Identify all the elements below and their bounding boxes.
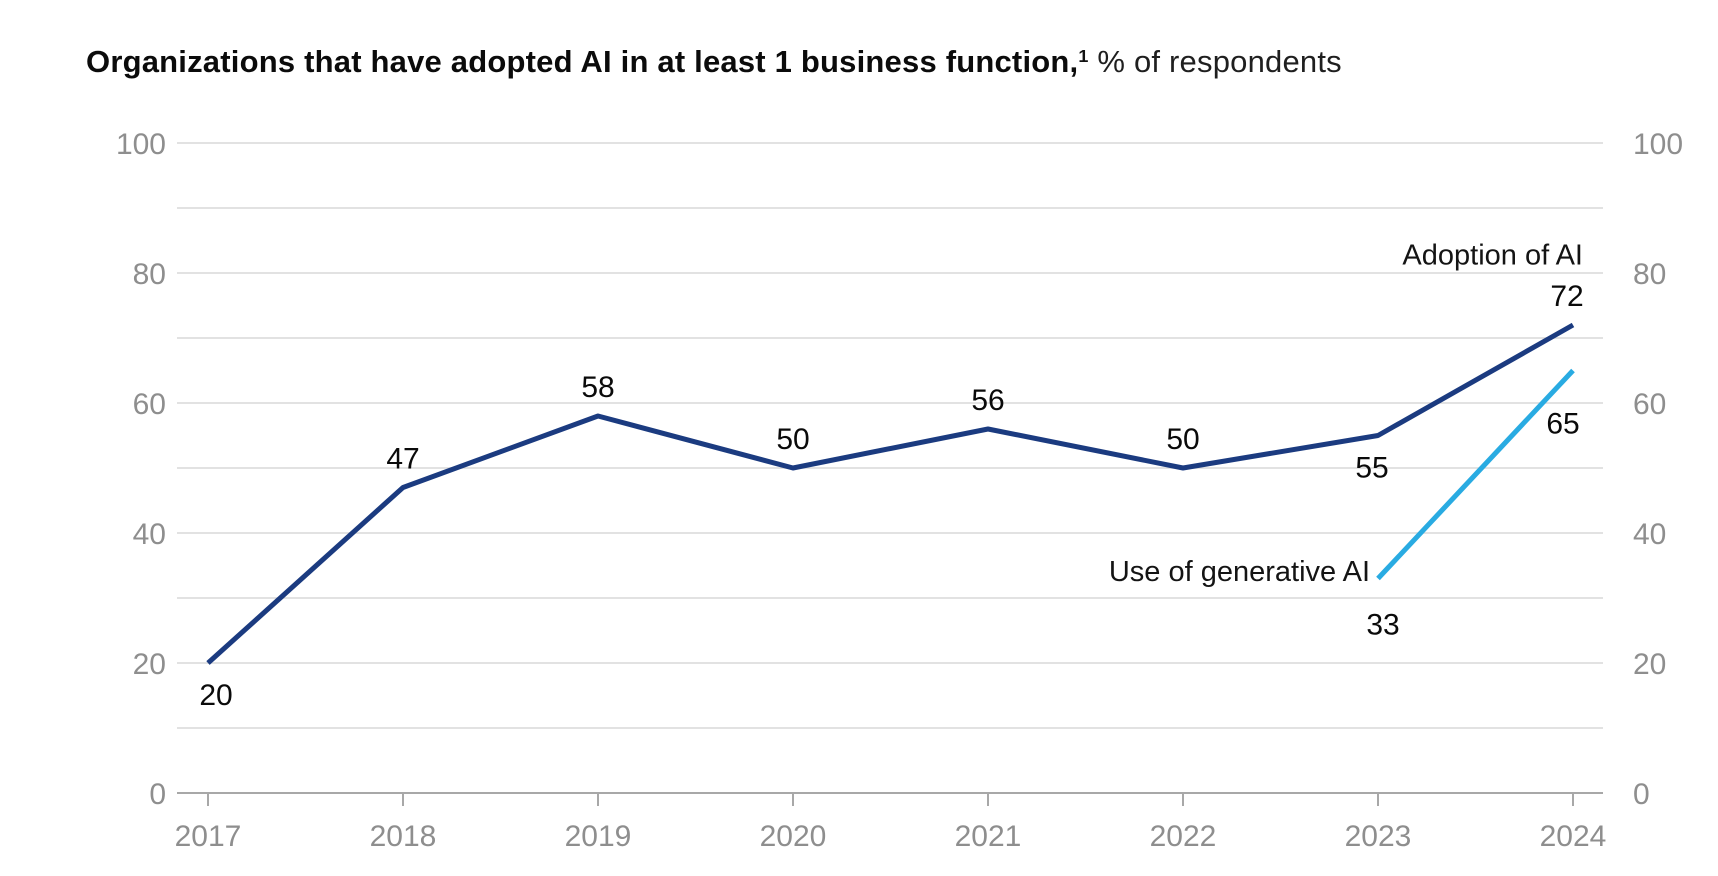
chart-title-footnote-marker: 1 xyxy=(1078,46,1089,67)
x-axis-label: 2018 xyxy=(370,820,437,853)
y-axis-label-right: 60 xyxy=(1633,388,1666,421)
chart-title-bold: Organizations that have adopted AI in at… xyxy=(86,44,1079,79)
data-point-label: 65 xyxy=(1546,408,1579,441)
chart-title-units: % of respondents xyxy=(1097,44,1342,79)
data-point-label: 20 xyxy=(199,679,232,712)
y-axis-label-left: 0 xyxy=(149,778,166,811)
chart-title: Organizations that have adopted AI in at… xyxy=(86,44,1342,80)
data-point-label: 47 xyxy=(386,443,419,476)
generative-ai-line xyxy=(1376,368,1575,581)
y-axis-label-right: 40 xyxy=(1633,518,1666,551)
y-axis-label-left: 40 xyxy=(133,518,166,551)
y-axis-label-right: 0 xyxy=(1633,778,1650,811)
data-point-label: 72 xyxy=(1550,280,1583,313)
series-annotation: Adoption of AI xyxy=(1402,240,1583,272)
data-point-label: 50 xyxy=(776,423,809,456)
y-axis-label-left: 100 xyxy=(116,128,166,161)
y-axis-label-left: 20 xyxy=(133,648,166,681)
adoption-ai-line xyxy=(206,322,1575,665)
data-point-label: 33 xyxy=(1366,609,1399,642)
data-point-label: 50 xyxy=(1166,423,1199,456)
x-axis-label: 2020 xyxy=(760,820,827,853)
x-axis-label: 2022 xyxy=(1150,820,1217,853)
y-axis-label-right: 80 xyxy=(1633,258,1666,291)
x-axis-label: 2023 xyxy=(1345,820,1412,853)
data-point-label: 58 xyxy=(581,371,614,404)
data-point-label: 55 xyxy=(1355,452,1388,485)
data-point-label: 56 xyxy=(971,384,1004,417)
y-axis-label-left: 80 xyxy=(133,258,166,291)
x-axis-label: 2021 xyxy=(955,820,1022,853)
y-axis-label-right: 100 xyxy=(1633,128,1683,161)
y-axis-label-right: 20 xyxy=(1633,648,1666,681)
x-axis-label: 2017 xyxy=(175,820,242,853)
x-axis-label: 2024 xyxy=(1540,820,1607,853)
y-axis-label-left: 60 xyxy=(133,388,166,421)
x-axis-label: 2019 xyxy=(565,820,632,853)
series-annotation: Use of generative AI xyxy=(1109,556,1370,588)
